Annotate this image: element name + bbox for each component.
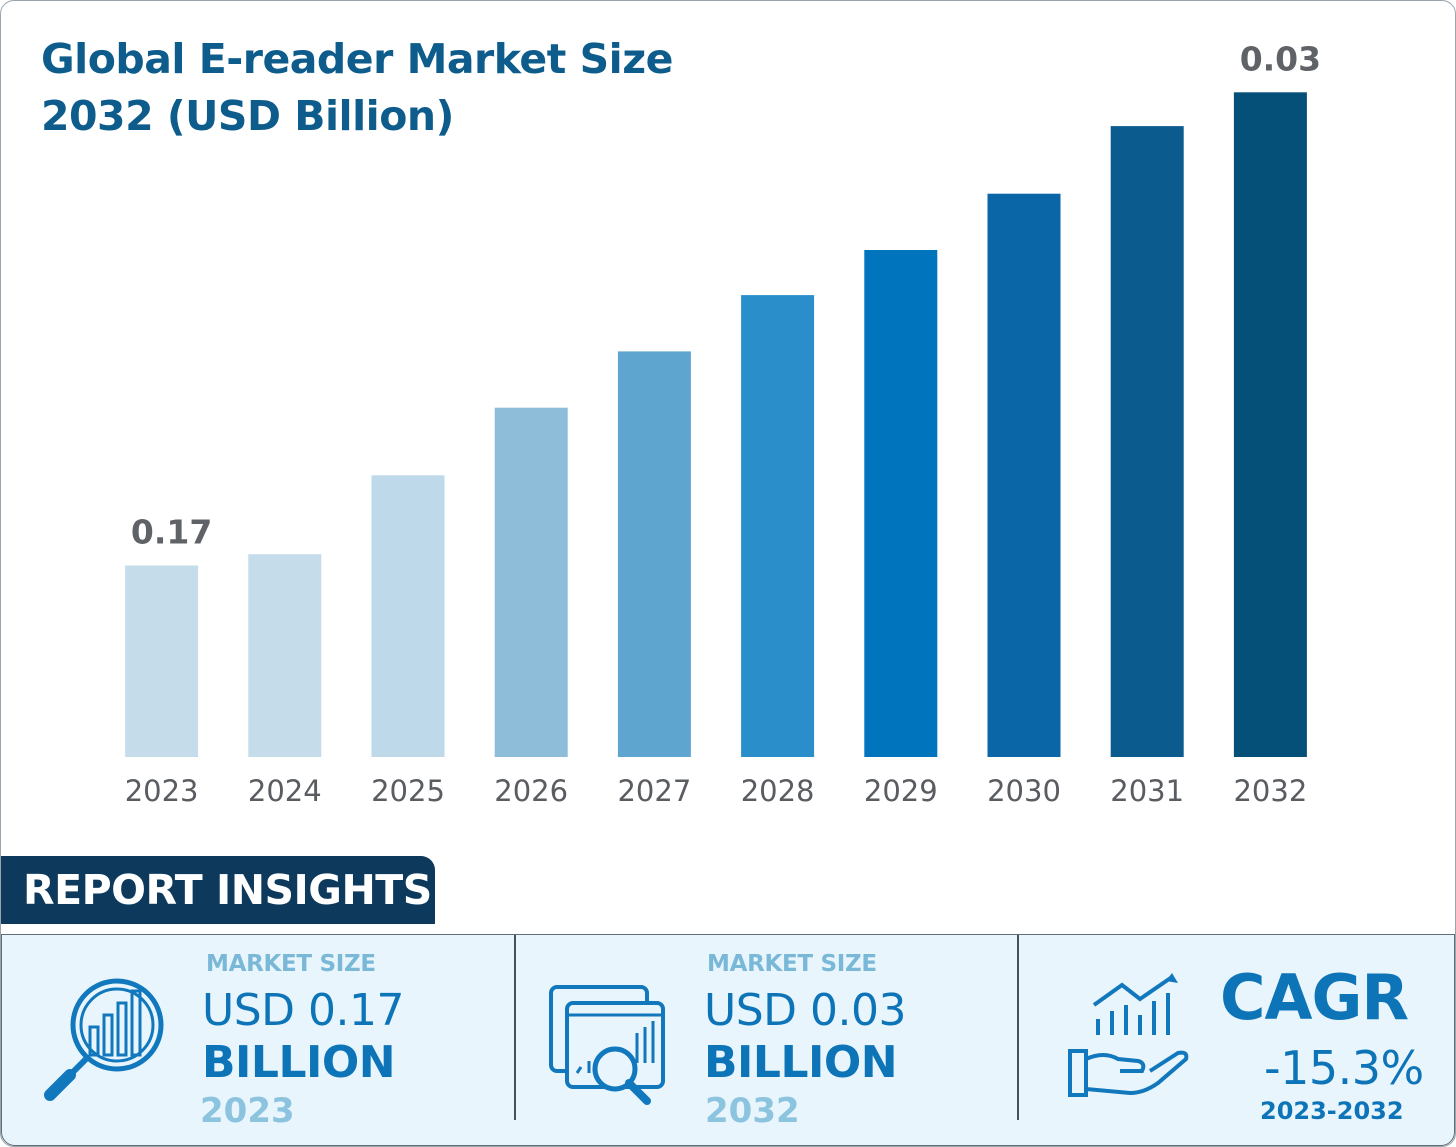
bar-chart: 2023 0.17 2024 2025 2026 2027 2028 2029 2030 2031… bbox=[125, 39, 1321, 808]
dashboard-search-icon bbox=[549, 985, 665, 1105]
x-tick-label-2028: 2028 bbox=[741, 774, 815, 808]
x-tick-label-2023: 2023 bbox=[125, 774, 199, 808]
market-size-amount-2023: USD 0.17 bbox=[202, 985, 404, 1036]
x-tick-label-2030: 2030 bbox=[987, 774, 1061, 808]
bar-2028 bbox=[741, 295, 815, 757]
market-size-label-2032: MARKET SIZE bbox=[707, 951, 877, 977]
market-size-year-2032: 2032 bbox=[705, 1091, 800, 1131]
cagr-title: CAGR bbox=[1220, 961, 1409, 1034]
hand-growth-chart-icon bbox=[1068, 973, 1189, 1097]
cagr-value: -15.3% bbox=[1264, 1041, 1424, 1095]
bar-2032 bbox=[1233, 92, 1307, 758]
bar-2025 bbox=[371, 475, 445, 757]
data-label-2023: 0.17 bbox=[131, 513, 212, 552]
bar-2031 bbox=[1110, 126, 1184, 758]
x-tick-label-2031: 2031 bbox=[1110, 774, 1184, 808]
chart-title-line-2: 2032 (USD Billion) bbox=[41, 92, 454, 140]
chart-title-line-1: Global E-reader Market Size bbox=[41, 35, 673, 83]
insights-panel: MARKET SIZE USD 0.17 BILLION 2023 MARKET… bbox=[1, 934, 1455, 1146]
x-tick-label-2026: 2026 bbox=[494, 774, 568, 808]
x-tick-label-2024: 2024 bbox=[248, 774, 322, 808]
bar-2030 bbox=[987, 193, 1061, 757]
market-size-year-2023: 2023 bbox=[200, 1091, 295, 1131]
report-insights-tab: REPORT INSIGHTS bbox=[1, 856, 435, 924]
magnifier-chart-icon bbox=[44, 978, 164, 1101]
market-size-amount-2032: USD 0.03 bbox=[704, 985, 906, 1036]
bar-2024 bbox=[248, 554, 322, 757]
bar-2026 bbox=[494, 407, 568, 757]
x-tick-label-2027: 2027 bbox=[617, 774, 691, 808]
market-size-unit-2023: BILLION bbox=[202, 1037, 396, 1088]
divider-2 bbox=[1017, 935, 1019, 1120]
x-tick-label-2025: 2025 bbox=[371, 774, 445, 808]
data-label-2032: 0.03 bbox=[1240, 39, 1321, 78]
cagr-period: 2023-2032 bbox=[1260, 1097, 1404, 1125]
chart-title: Global E-reader Market Size 2032 (USD Bi… bbox=[41, 31, 741, 145]
bar-2023 bbox=[125, 565, 199, 757]
x-tick-label-2029: 2029 bbox=[864, 774, 938, 808]
divider-1 bbox=[514, 935, 516, 1120]
market-size-label-2023: MARKET SIZE bbox=[206, 951, 376, 977]
x-tick-label-2032: 2032 bbox=[1233, 774, 1307, 808]
market-size-unit-2032: BILLION bbox=[704, 1037, 898, 1088]
bar-2029 bbox=[864, 250, 938, 757]
bar-2027 bbox=[617, 351, 691, 757]
